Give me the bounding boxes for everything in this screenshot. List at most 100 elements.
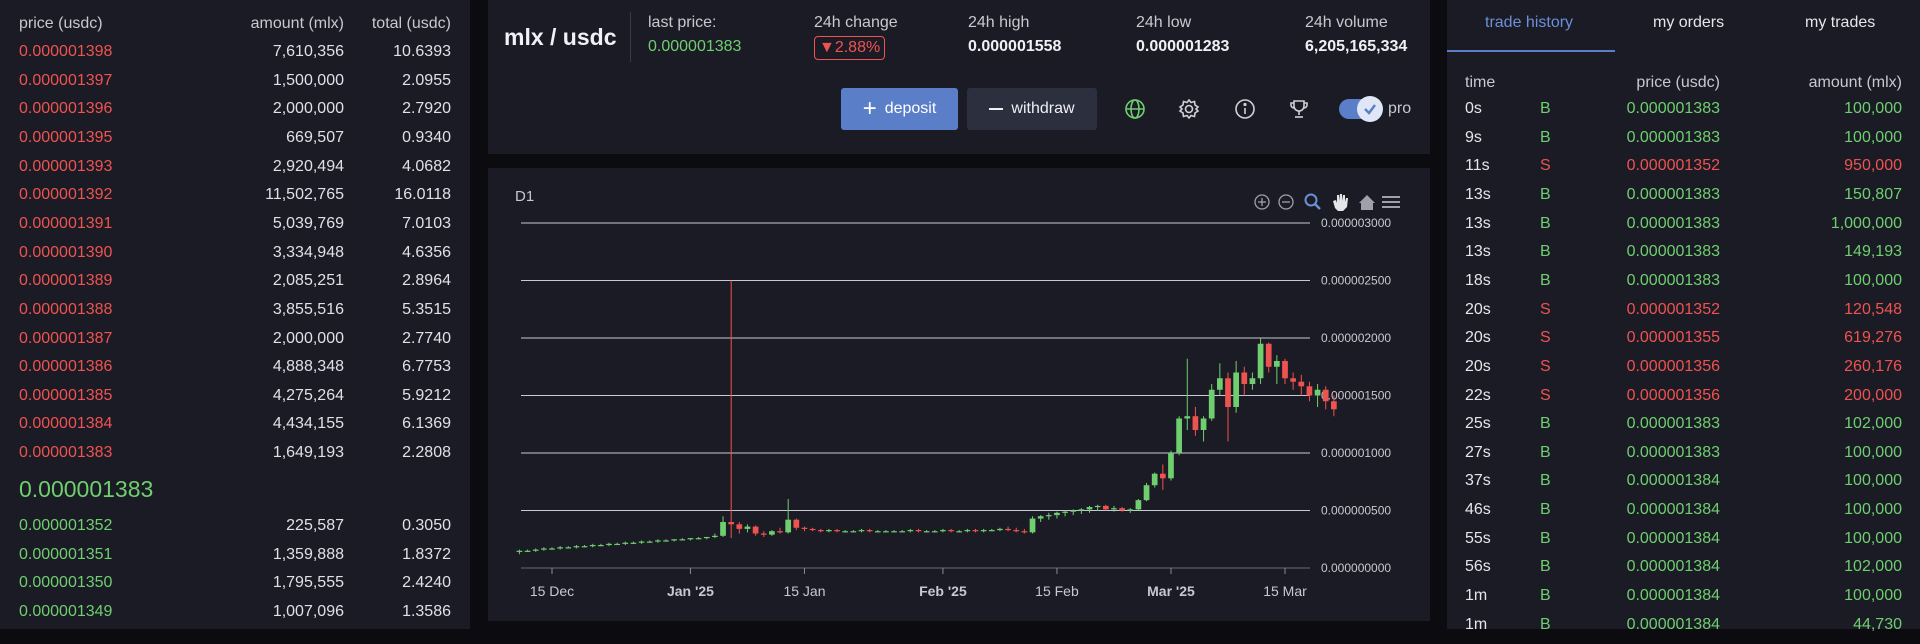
candle[interactable]: [1111, 505, 1117, 512]
candle[interactable]: [1086, 505, 1093, 513]
candle[interactable]: [1143, 482, 1150, 502]
candle[interactable]: [1013, 527, 1020, 533]
withdraw-button[interactable]: withdraw: [967, 88, 1097, 130]
candle[interactable]: [769, 530, 775, 536]
pro-toggle[interactable]: [1339, 96, 1383, 122]
orderbook-bid-row[interactable]: 0.000001352 225,587 0.3050: [0, 517, 470, 546]
candle[interactable]: [1298, 374, 1305, 396]
settings-icon[interactable]: [1176, 96, 1202, 122]
candle[interactable]: [988, 528, 995, 532]
candle[interactable]: [638, 540, 645, 544]
candle[interactable]: [1005, 526, 1011, 532]
candle[interactable]: [785, 499, 792, 534]
candle[interactable]: [720, 516, 726, 537]
candle[interactable]: [1257, 338, 1264, 384]
candle[interactable]: [1216, 363, 1223, 396]
candle[interactable]: [1184, 358, 1191, 430]
candle[interactable]: [1274, 355, 1280, 384]
candle[interactable]: [760, 531, 767, 537]
candle[interactable]: [842, 530, 849, 533]
candle[interactable]: [1265, 342, 1272, 373]
candle[interactable]: [883, 530, 889, 533]
trophy-icon[interactable]: [1286, 96, 1312, 122]
candle[interactable]: [1192, 407, 1199, 436]
candle[interactable]: [956, 530, 963, 533]
candle[interactable]: [1176, 416, 1182, 456]
candle[interactable]: [1306, 381, 1313, 402]
candle[interactable]: [1249, 372, 1256, 390]
orderbook-ask-row[interactable]: 0.000001395 669,507 0.9340: [0, 129, 470, 158]
orderbook-ask-row[interactable]: 0.000001390 3,334,948 4.6356: [0, 244, 470, 273]
candle[interactable]: [712, 533, 718, 539]
candle[interactable]: [1200, 416, 1207, 442]
candle[interactable]: [964, 528, 971, 533]
candle[interactable]: [1241, 366, 1248, 396]
candle[interactable]: [1151, 472, 1158, 488]
tab-my-trades[interactable]: my trades: [1805, 14, 1876, 31]
candle[interactable]: [581, 545, 588, 548]
candle[interactable]: [549, 547, 555, 550]
candle[interactable]: [1331, 395, 1337, 417]
deposit-button[interactable]: + deposit: [841, 88, 958, 130]
candle[interactable]: [1233, 361, 1239, 413]
candle[interactable]: [703, 536, 710, 540]
candle[interactable]: [1094, 504, 1101, 511]
candle[interactable]: [809, 527, 816, 532]
candle[interactable]: [940, 528, 946, 533]
candle[interactable]: [980, 528, 987, 533]
candle[interactable]: [646, 540, 653, 543]
home-icon[interactable]: [1359, 195, 1375, 210]
candle[interactable]: [589, 543, 596, 548]
candle[interactable]: [687, 538, 694, 541]
candle[interactable]: [793, 518, 800, 531]
menu-icon[interactable]: [1382, 196, 1400, 208]
candle[interactable]: [1135, 499, 1142, 511]
candle[interactable]: [744, 524, 751, 533]
candle[interactable]: [695, 536, 702, 540]
candle[interactable]: [671, 539, 678, 542]
candle[interactable]: [907, 528, 914, 533]
candle[interactable]: [948, 528, 954, 533]
orderbook-ask-row[interactable]: 0.000001392 11,502,765 16.0118: [0, 186, 470, 215]
orderbook-ask-row[interactable]: 0.000001388 3,855,516 5.3515: [0, 301, 470, 330]
candle[interactable]: [858, 528, 865, 533]
candle[interactable]: [1029, 516, 1036, 534]
orderbook-ask-row[interactable]: 0.000001386 4,888,348 6.7753: [0, 358, 470, 387]
candle[interactable]: [1054, 511, 1060, 519]
orderbook-ask-row[interactable]: 0.000001389 2,085,251 2.8964: [0, 272, 470, 301]
candle[interactable]: [1037, 515, 1044, 522]
candle[interactable]: [826, 528, 832, 533]
candle[interactable]: [573, 545, 580, 549]
candle[interactable]: [972, 528, 979, 533]
candle[interactable]: [866, 528, 873, 533]
orderbook-ask-row[interactable]: 0.000001384 4,434,155 6.1369: [0, 415, 470, 444]
candle[interactable]: [834, 528, 840, 533]
candle[interactable]: [1168, 450, 1174, 481]
candle[interactable]: [1225, 372, 1231, 442]
orderbook-ask-row[interactable]: 0.000001391 5,039,769 7.0103: [0, 215, 470, 244]
candle[interactable]: [663, 539, 669, 542]
candle[interactable]: [1070, 509, 1077, 516]
orderbook-ask-row[interactable]: 0.000001383 1,649,193 2.2808: [0, 444, 470, 473]
candle[interactable]: [728, 280, 735, 539]
candle[interactable]: [655, 539, 661, 543]
orderbook-ask-row[interactable]: 0.000001393 2,920,494 4.0682: [0, 158, 470, 187]
candle[interactable]: [532, 548, 539, 552]
candle[interactable]: [1062, 510, 1068, 517]
candle[interactable]: [1045, 512, 1052, 520]
candle[interactable]: [1127, 508, 1134, 513]
candle[interactable]: [891, 530, 897, 533]
info-icon[interactable]: [1232, 96, 1258, 122]
orderbook-bid-row[interactable]: 0.000001350 1,795,555 2.4240: [0, 574, 470, 603]
candle[interactable]: [524, 549, 531, 552]
zoom-in-icon[interactable]: [1254, 194, 1270, 210]
orderbook-ask-row[interactable]: 0.000001396 2,000,000 2.7920: [0, 100, 470, 129]
candle[interactable]: [565, 546, 572, 549]
candle[interactable]: [598, 543, 604, 547]
orderbook-bid-row[interactable]: 0.000001349 1,007,096 1.3586: [0, 603, 470, 632]
orderbook-ask-row[interactable]: 0.000001385 4,275,264 5.9212: [0, 387, 470, 416]
candle[interactable]: [516, 549, 523, 555]
candle[interactable]: [557, 546, 563, 550]
candle[interactable]: [801, 526, 808, 532]
tab-my-orders[interactable]: my orders: [1653, 14, 1725, 31]
